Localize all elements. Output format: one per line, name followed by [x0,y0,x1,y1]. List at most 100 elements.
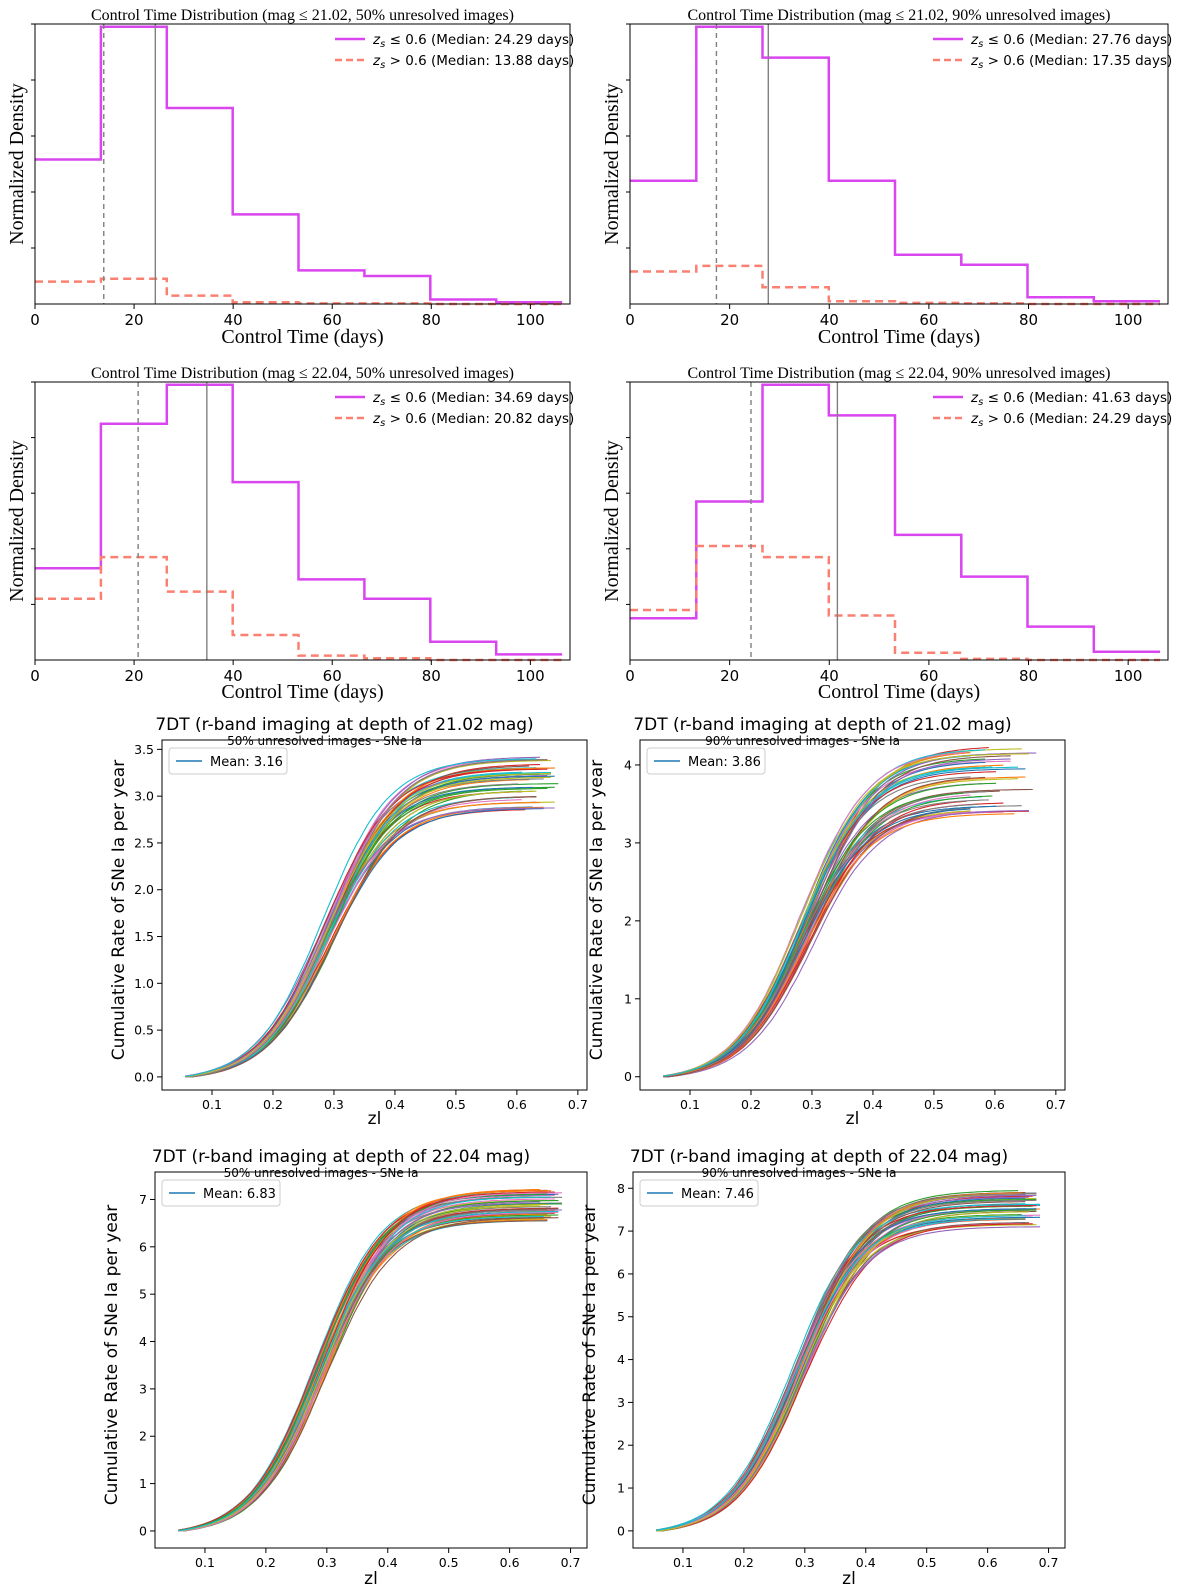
realization-line [663,768,1026,1078]
chart-subtitle: 90% unresolved images - SNe Ia [702,1166,897,1180]
legend-z-symbol: z [372,411,381,427]
realization-line [185,759,552,1078]
y-axis-label: Cumulative Rate of SNe Ia per year [102,1205,122,1505]
realization-line [178,1218,544,1532]
x-tick-label: 60 [323,311,342,329]
axes-frame [639,739,1066,1091]
realization-line [185,791,522,1077]
realization-line [185,756,540,1078]
legend-z-subscript: s [380,418,385,429]
x-tick-label: 40 [820,667,839,685]
realization-line [178,1196,541,1531]
x-axis-label: zl [368,1109,382,1129]
chart-subtitle: 50% unresolved images - SNe Ia [227,734,422,748]
y-tick-label: 7 [139,1192,147,1207]
legend-box [161,1179,281,1207]
series-low-z-step [35,383,563,656]
realization-line [656,1226,1040,1532]
y-tick-label: 2.5 [134,835,154,850]
x-tick-label: 0.5 [446,1097,466,1112]
x-tick-label: 0.4 [863,1097,883,1112]
realization-line [663,755,971,1078]
realization-line [178,1209,541,1532]
realization-line [663,778,1019,1078]
realization-line [178,1216,552,1531]
realization-line [656,1193,1019,1532]
realization-line [185,776,551,1078]
realization-line [185,779,530,1078]
y-tick-label: 0.5 [134,1023,154,1038]
realization-line [656,1208,1037,1532]
realization-line [178,1213,548,1532]
legend-label-high-z: zs > 0.6 (Median: 24.29 days) [970,411,1172,429]
legend-label-low-z: zs ≤ 0.6 (Median: 41.63 days) [970,390,1172,408]
x-tick-label: 0 [625,311,635,329]
realization-line [185,774,548,1078]
legend-z-subscript: s [978,39,983,50]
realization-line [178,1191,555,1532]
realization-line [178,1212,555,1532]
realization-line [185,759,526,1078]
legend-z-symbol: z [372,390,381,406]
realization-line [185,806,544,1078]
legend-box [646,747,766,775]
legend-text: ≤ 0.6 (Median: 24.29 days) [385,32,574,48]
realization-line [663,752,971,1078]
legend-label: Mean: 7.46 [681,1187,754,1202]
x-tick-label: 0.4 [385,1097,405,1112]
realization-line [185,786,555,1078]
axes-frame [629,23,1169,305]
realization-line [656,1192,1022,1532]
realization-line [656,1217,1026,1531]
legend-text: > 0.6 (Median: 13.88 days) [385,53,574,69]
realization-line [656,1222,1026,1532]
y-tick-label: 3.0 [134,789,154,804]
legend-box [639,1179,759,1207]
chart-title: Control Time Distribution (mag ≤ 21.02, … [688,7,1111,24]
realization-line [663,810,971,1077]
realization-line [185,771,551,1078]
realization-line [185,759,548,1078]
x-tick-label: 0.7 [1039,1555,1059,1570]
x-tick-label: 0.2 [734,1555,754,1570]
y-tick-label: 3.5 [134,742,154,757]
x-tick-label: 0 [30,311,40,329]
realization-line [185,808,544,1078]
y-tick-label: 0 [617,1523,625,1538]
realization-line [663,761,986,1078]
y-axis-label: Normalized Density [6,440,28,602]
x-tick-label: 20 [720,667,739,685]
realization-line [178,1209,548,1532]
realization-line [656,1209,1030,1531]
legend-z-symbol: z [970,390,979,406]
axes-frame [34,381,571,661]
realization-line [178,1207,559,1532]
realization-line [185,773,551,1078]
realization-line [656,1216,1040,1532]
x-tick-label: 0.7 [561,1555,581,1570]
realization-line [178,1196,548,1531]
realization-line [185,790,537,1078]
realization-line [663,766,986,1077]
realization-line [178,1211,541,1532]
x-tick-label: 0.1 [673,1555,693,1570]
x-axis-label: Control Time (days) [818,326,980,348]
legend-label-high-z: zs > 0.6 (Median: 17.35 days) [970,53,1172,71]
legend-text: ≤ 0.6 (Median: 41.63 days) [983,390,1172,406]
y-axis-label: Normalized Density [601,440,623,602]
y-axis-label: Normalized Density [601,83,623,245]
x-tick-label: 0.6 [507,1097,527,1112]
realization-line [663,810,1030,1077]
y-tick-label: 4 [617,1352,625,1367]
y-axis-label: Normalized Density [6,83,28,245]
realization-line [656,1209,1037,1532]
realization-line [663,755,1011,1078]
x-tick-label: 20 [125,667,144,685]
x-tick-label: 0.7 [568,1097,588,1112]
realization-line [185,767,537,1078]
x-tick-label: 0.1 [195,1555,215,1570]
realization-line [656,1199,1037,1532]
y-tick-label: 2 [624,913,632,928]
realization-line [656,1205,1033,1532]
